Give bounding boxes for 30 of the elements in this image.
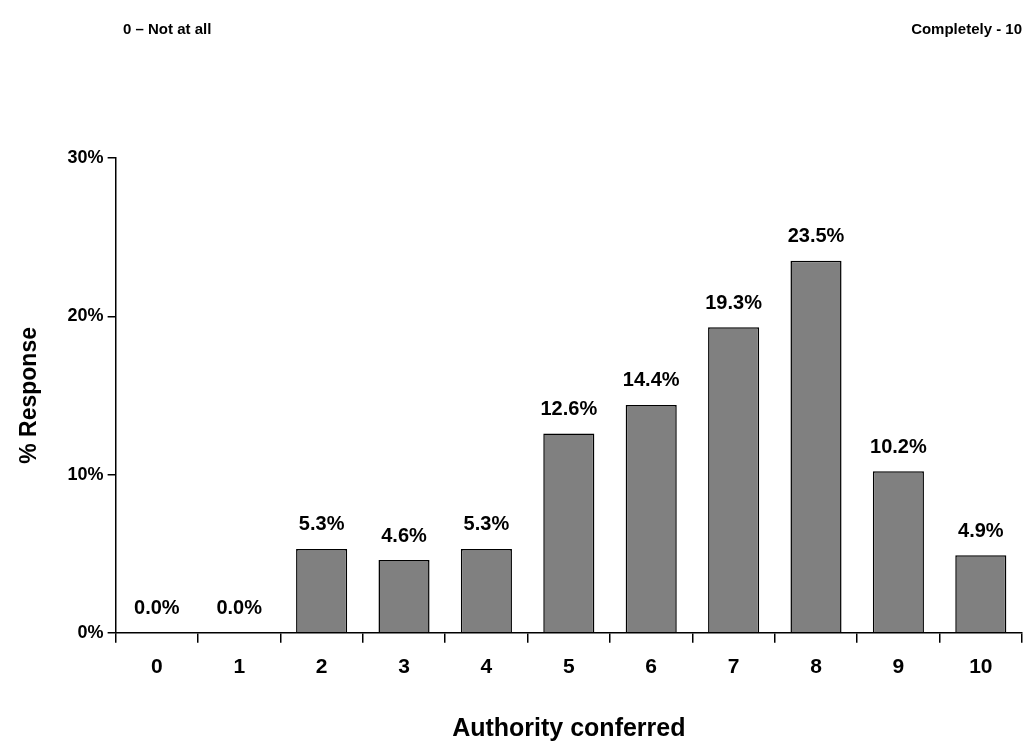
text: 0 – Not at all [123, 19, 212, 37]
x-tick-label: 3 [398, 654, 410, 678]
x-tick-label: 5 [562, 654, 575, 678]
data-label: 23.5% [787, 224, 845, 247]
y-tick-label: 20% [67, 305, 104, 326]
x-tick-label: 7 [727, 654, 740, 678]
data-label: 5.3% [463, 512, 510, 535]
x-tick-label: 6 [645, 654, 658, 678]
data-label: 5.3% [298, 512, 345, 535]
x-tick-label: 4 [480, 654, 493, 678]
x-tick-label: 10 [969, 654, 993, 678]
data-label: 10.2% [870, 434, 927, 457]
x-tick-label: 2 [315, 654, 328, 678]
y-tick-label: 10% [67, 463, 104, 484]
x-tick-label: 9 [892, 654, 905, 678]
data-label: 12.6% [540, 396, 598, 419]
data-label: 4.6% [381, 523, 428, 546]
y-tick-label: 0% [77, 621, 104, 642]
data-label: 14.4% [622, 368, 680, 391]
data-label: 19.3% [705, 290, 763, 313]
x-tick-label: 8 [810, 654, 823, 678]
data-label: 0.0% [216, 596, 263, 619]
x-axis-title: Authority conferred [452, 712, 686, 741]
x-tick-label: 0 [150, 654, 163, 678]
data-label: 0.0% [134, 596, 180, 619]
x-tick-label: 1 [233, 654, 246, 678]
text: Completely - 10 [911, 19, 1022, 37]
data-label: 4.9% [958, 518, 1004, 541]
y-tick-label: 30% [67, 146, 104, 167]
y-axis-title: % Response [15, 327, 42, 464]
